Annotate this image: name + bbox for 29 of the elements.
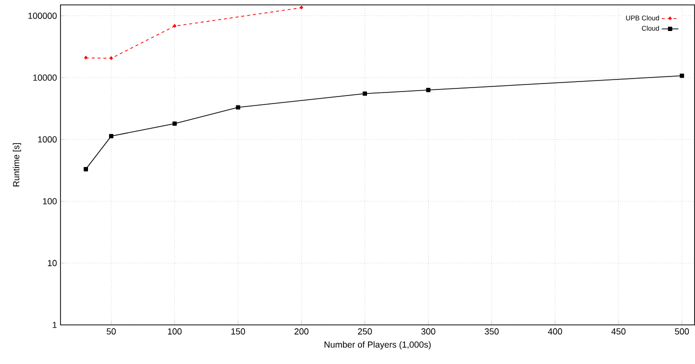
x-tick-label: 350 [484, 328, 499, 335]
point [84, 167, 88, 172]
x-tick-label: 500 [674, 328, 689, 335]
point [680, 74, 684, 78]
x-tick-label: 250 [358, 328, 372, 335]
y-tick-label: 100 [43, 198, 57, 204]
x-tick-label: 100 [168, 328, 182, 335]
y-tick-label: 1000 [38, 136, 57, 143]
y-tick-label: 10000 [33, 74, 57, 81]
x-tick-label: 150 [231, 328, 246, 335]
y-tick-label: 100000 [28, 12, 57, 19]
x-tick-label: 50 [106, 328, 116, 335]
point [426, 88, 430, 92]
x-tick-label: 300 [421, 328, 436, 335]
point [236, 105, 240, 110]
point [362, 92, 368, 96]
point [172, 24, 176, 28]
point [84, 56, 88, 60]
point [172, 122, 177, 126]
x-tick-label: 400 [548, 328, 562, 335]
point [109, 134, 114, 138]
point [110, 56, 113, 61]
x-axis-title: Number of Players (1,000s) [324, 341, 431, 350]
x-tick-label: 200 [294, 328, 308, 335]
x-tick-label: 450 [611, 328, 626, 335]
y-tick-label: 1 [52, 322, 57, 328]
y-axis-title: Runtime [s] [12, 143, 22, 186]
point [300, 6, 304, 10]
y-tick-label: 10 [48, 260, 57, 266]
